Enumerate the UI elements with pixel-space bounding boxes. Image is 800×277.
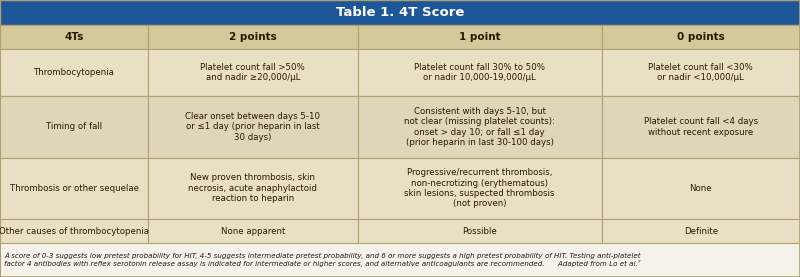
Bar: [358, 49, 602, 96]
Text: None apparent: None apparent: [221, 227, 285, 236]
Text: Platelet count fall <30%
or nadir <10,000/μL: Platelet count fall <30% or nadir <10,00…: [649, 63, 753, 83]
Bar: [0, 243, 800, 277]
Text: Platelet count fall <4 days
without recent exposure: Platelet count fall <4 days without rece…: [644, 117, 758, 137]
Text: New proven thrombosis, skin
necrosis, acute anaphylactoid
reaction to heparin: New proven thrombosis, skin necrosis, ac…: [188, 173, 318, 203]
Text: 1 point: 1 point: [458, 32, 501, 42]
Bar: [148, 219, 358, 243]
Bar: [0, 49, 148, 96]
Text: 2 points: 2 points: [229, 32, 277, 42]
Text: 0 points: 0 points: [677, 32, 725, 42]
Text: Thrombosis or other sequelae: Thrombosis or other sequelae: [10, 184, 138, 193]
Text: Timing of fall: Timing of fall: [46, 122, 102, 131]
Bar: [358, 25, 602, 49]
Text: None: None: [690, 184, 712, 193]
Bar: [602, 96, 800, 158]
Bar: [0, 0, 800, 25]
Bar: [148, 96, 358, 158]
Bar: [358, 96, 602, 158]
Bar: [602, 219, 800, 243]
Bar: [358, 158, 602, 219]
Bar: [602, 25, 800, 49]
Bar: [148, 158, 358, 219]
Bar: [148, 49, 358, 96]
Text: Other causes of thrombocytopenia: Other causes of thrombocytopenia: [0, 227, 149, 236]
Text: 4Ts: 4Ts: [64, 32, 84, 42]
Text: Consistent with days 5-10, but
not clear (missing platelet counts):
onset > day : Consistent with days 5-10, but not clear…: [404, 107, 555, 147]
Bar: [0, 25, 148, 49]
Bar: [148, 25, 358, 49]
Bar: [0, 219, 148, 243]
Text: Definite: Definite: [684, 227, 718, 236]
Text: Platelet count fall >50%
and nadir ≥20,000/μL: Platelet count fall >50% and nadir ≥20,0…: [201, 63, 305, 83]
Bar: [0, 96, 148, 158]
Text: Possible: Possible: [462, 227, 497, 236]
Text: Table 1. 4T Score: Table 1. 4T Score: [336, 6, 464, 19]
Text: Platelet count fall 30% to 50%
or nadir 10,000-19,000/μL: Platelet count fall 30% to 50% or nadir …: [414, 63, 545, 83]
Text: Progressive/recurrent thrombosis,
non-necrotizing (erythematous)
skin lesions, s: Progressive/recurrent thrombosis, non-ne…: [405, 168, 554, 209]
Bar: [0, 158, 148, 219]
Bar: [602, 158, 800, 219]
Text: Thrombocytopenia: Thrombocytopenia: [34, 68, 114, 77]
Text: Clear onset between days 5-10
or ≤1 day (prior heparin in last
30 days): Clear onset between days 5-10 or ≤1 day …: [186, 112, 320, 142]
Bar: [358, 219, 602, 243]
Bar: [602, 49, 800, 96]
Text: A score of 0-3 suggests low pretest probability for HIT, 4-5 suggests intermedia: A score of 0-3 suggests low pretest prob…: [4, 253, 641, 267]
